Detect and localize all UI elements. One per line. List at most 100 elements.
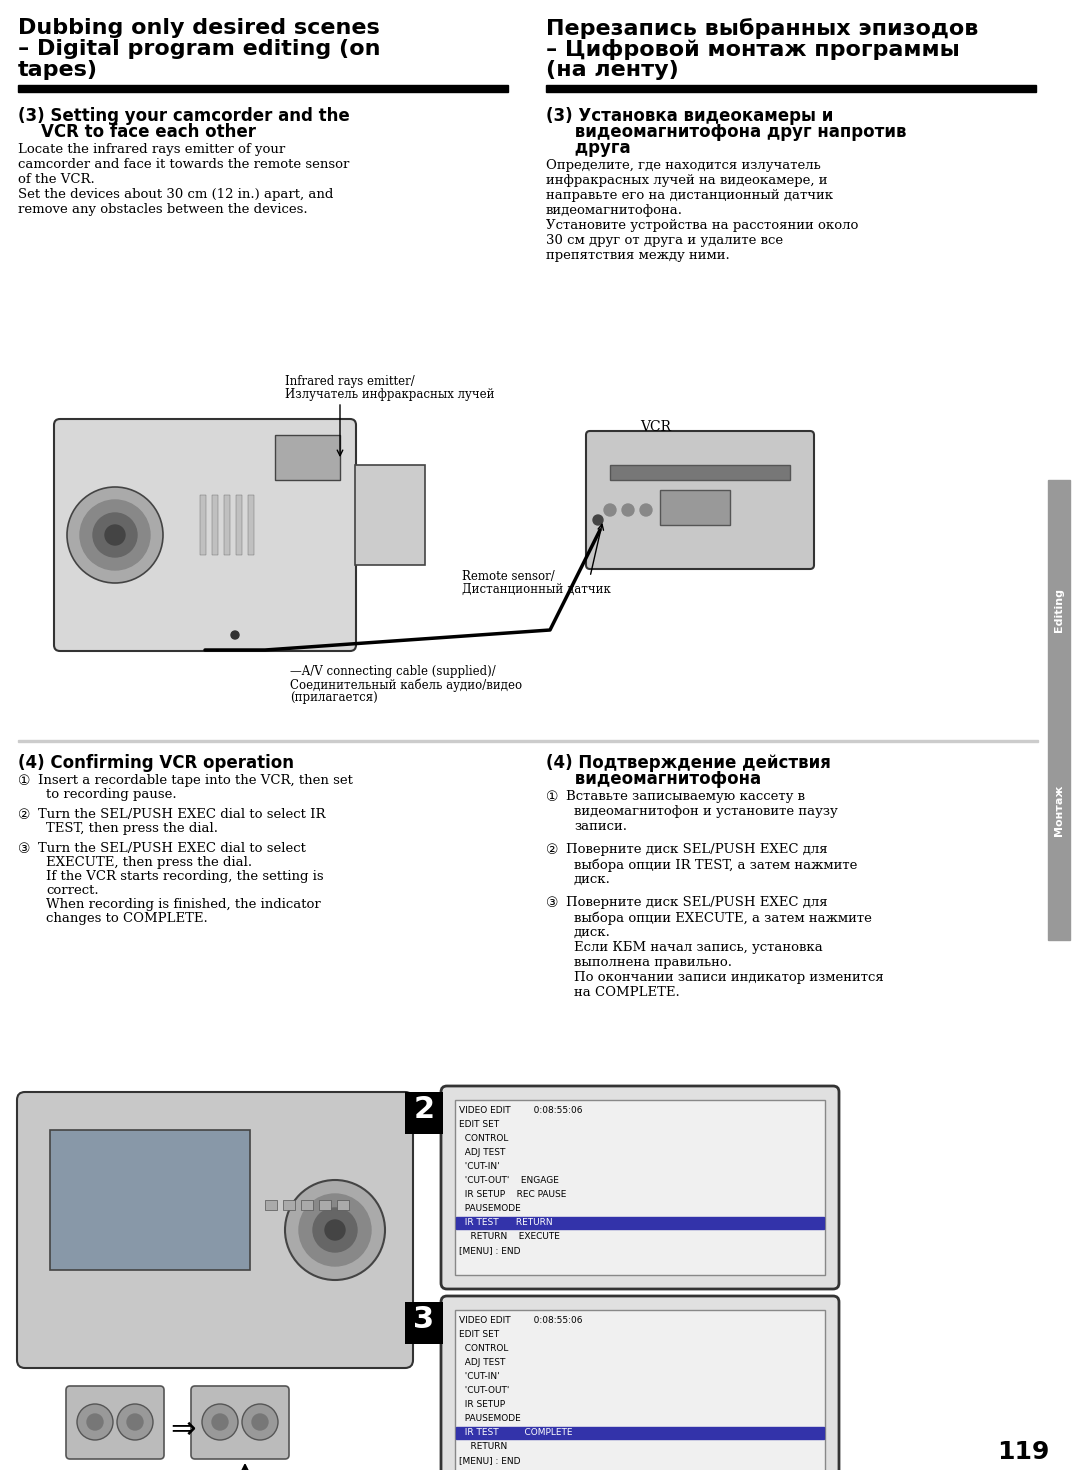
Circle shape [127,1414,143,1430]
Text: видеомагнитофона: видеомагнитофона [546,770,761,788]
Text: RETURN    EXECUTE: RETURN EXECUTE [459,1232,559,1241]
Text: [MENU] : END: [MENU] : END [459,1247,521,1255]
Bar [200,495,206,556]
Text: Insert a recordable tape into the VCR, then set: Insert a recordable tape into the VCR, t… [38,775,353,786]
Bar [265,1200,276,1210]
Bar [456,1427,824,1439]
Circle shape [640,504,652,516]
Text: Infrared rays emitter/: Infrared rays emitter/ [285,375,415,388]
Text: По окончании записи индикатор изменится: По окончании записи индикатор изменится [573,972,883,983]
FancyBboxPatch shape [191,1386,289,1460]
Bar [212,495,218,556]
Circle shape [212,1414,228,1430]
Text: записи.: записи. [573,820,627,833]
Circle shape [313,1208,357,1252]
Text: EDIT SET: EDIT SET [459,1330,499,1339]
Bar [546,85,1036,93]
Text: ADJ TEST: ADJ TEST [459,1358,505,1367]
Text: remove any obstacles between the devices.: remove any obstacles between the devices… [18,203,308,216]
FancyBboxPatch shape [441,1086,839,1289]
Text: PAUSEMODE: PAUSEMODE [459,1204,521,1213]
Text: (3) Установка видеокамеры и: (3) Установка видеокамеры и [546,107,834,125]
Text: camcorder and face it towards the remote sensor: camcorder and face it towards the remote… [18,157,349,171]
Text: (на ленту): (на ленту) [546,60,678,79]
Text: – Digital program editing (on: – Digital program editing (on [18,40,380,59]
Text: Editing: Editing [1054,588,1064,632]
Text: – Цифровой монтаж программы: – Цифровой монтаж программы [546,40,960,60]
Text: (4) Подтверждение действия: (4) Подтверждение действия [546,754,831,772]
Text: Если КБМ начал запись, установка: Если КБМ начал запись, установка [573,941,823,954]
Text: Set the devices about 30 cm (12 in.) apart, and: Set the devices about 30 cm (12 in.) apa… [18,188,334,201]
Circle shape [299,1194,372,1266]
Circle shape [325,1220,345,1241]
Circle shape [117,1404,153,1441]
Bar [283,1200,295,1210]
Text: друга: друга [546,140,631,157]
Text: выполнена правильно.: выполнена правильно. [573,956,732,969]
Text: VIDEO EDIT        0:08:55:06: VIDEO EDIT 0:08:55:06 [459,1105,582,1116]
Text: EDIT SET: EDIT SET [459,1120,499,1129]
FancyBboxPatch shape [441,1297,839,1470]
Bar [237,495,242,556]
Text: видеомагнитофона друг напротив: видеомагнитофона друг напротив [546,123,906,141]
Text: Locate the infrared rays emitter of your: Locate the infrared rays emitter of your [18,143,285,156]
Text: Поверните диск SEL/PUSH EXEC для: Поверните диск SEL/PUSH EXEC для [566,842,827,856]
Text: инфракрасных лучей на видеокамере, и: инфракрасных лучей на видеокамере, и [546,173,827,187]
Bar [455,1310,825,1470]
Text: Перезапись выбранных эпизодов: Перезапись выбранных эпизодов [546,18,978,40]
Text: Излучатель инфракрасных лучей: Излучатель инфракрасных лучей [285,388,495,401]
FancyBboxPatch shape [586,431,814,569]
Text: Установите устройства на расстоянии около: Установите устройства на расстоянии окол… [546,219,859,232]
Text: ②: ② [18,809,30,822]
Text: диск.: диск. [573,873,611,886]
Circle shape [202,1404,238,1441]
Text: tapes): tapes) [18,60,98,79]
Text: 'CUT-OUT'    ENGAGE: 'CUT-OUT' ENGAGE [459,1176,558,1185]
Text: ADJ TEST: ADJ TEST [459,1148,505,1157]
Circle shape [252,1414,268,1430]
Text: (4) Confirming VCR operation: (4) Confirming VCR operation [18,754,294,772]
Text: 'CUT-OUT': 'CUT-OUT' [459,1386,510,1395]
Text: 30 см друг от друга и удалите все: 30 см друг от друга и удалите все [546,234,783,247]
Text: [MENU] : END: [MENU] : END [459,1455,521,1466]
Text: correct.: correct. [46,883,98,897]
Text: CONTROL: CONTROL [459,1133,509,1144]
Text: 2: 2 [414,1095,434,1125]
Text: Соединительный кабель аудио/видео: Соединительный кабель аудио/видео [291,678,522,691]
Circle shape [231,631,239,639]
Circle shape [593,514,603,525]
Text: выбора опции IR TEST, а затем нажмите: выбора опции IR TEST, а затем нажмите [573,858,858,872]
Circle shape [285,1180,384,1280]
Text: Поверните диск SEL/PUSH EXEC для: Поверните диск SEL/PUSH EXEC для [566,897,827,908]
Text: ⇒: ⇒ [170,1416,195,1444]
Text: Монтаж: Монтаж [1054,785,1064,836]
Text: VCR: VCR [640,420,671,434]
Circle shape [93,513,137,557]
Text: диск.: диск. [573,926,611,939]
Text: CONTROL: CONTROL [459,1344,509,1352]
Text: ①: ① [546,789,558,804]
Circle shape [604,504,616,516]
Text: of the VCR.: of the VCR. [18,173,95,187]
Text: TEST, then press the dial.: TEST, then press the dial. [46,822,218,835]
FancyBboxPatch shape [54,419,356,651]
Text: ③: ③ [546,897,558,910]
Text: IR TEST      RETURN: IR TEST RETURN [459,1219,553,1227]
Bar [319,1200,330,1210]
Text: Turn the SEL/PUSH EXEC dial to select IR: Turn the SEL/PUSH EXEC dial to select IR [38,809,325,822]
Text: 'CUT-IN': 'CUT-IN' [459,1161,500,1172]
Circle shape [105,525,125,545]
Bar [455,1100,825,1274]
Bar [18,85,508,93]
Text: Turn the SEL/PUSH EXEC dial to select: Turn the SEL/PUSH EXEC dial to select [38,842,306,856]
Bar [224,495,230,556]
Text: VCR to face each other: VCR to face each other [18,123,256,141]
Text: to recording pause.: to recording pause. [46,788,177,801]
Text: 3: 3 [414,1305,434,1333]
Bar [405,1302,443,1344]
Text: —A/V connecting cable (supplied)/: —A/V connecting cable (supplied)/ [291,664,496,678]
Bar [50,1130,249,1270]
Text: (3) Setting your camcorder and the: (3) Setting your camcorder and the [18,107,350,125]
Text: Remote sensor/: Remote sensor/ [462,570,555,584]
Text: видеомагнитофона.: видеомагнитофона. [546,204,683,218]
